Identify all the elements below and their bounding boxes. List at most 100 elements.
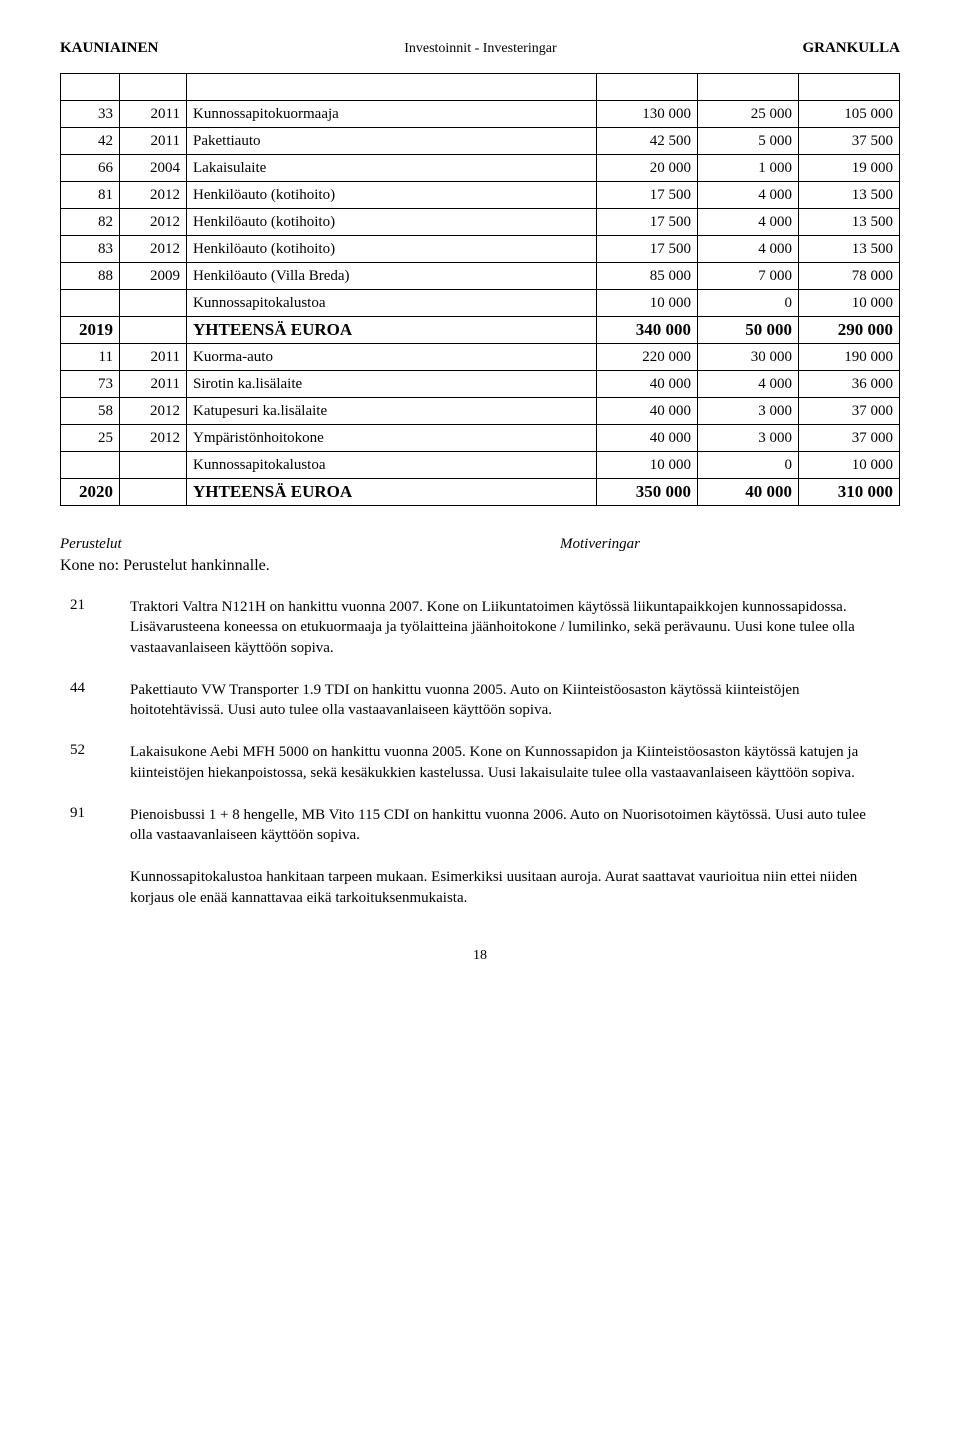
cell-amount1: 10 000 [597,452,698,479]
cell-amount2: 25 000 [698,101,799,128]
cell-code: 33 [61,101,120,128]
cell-amount1: 340 000 [597,317,698,344]
justification-number: 21 [60,597,130,658]
cell-amount2: 4 000 [698,182,799,209]
justification-item: 52Lakaisukone Aebi MFH 5000 on hankittu … [60,742,900,783]
cell-year: 2012 [120,236,187,263]
cell-year: 2011 [120,128,187,155]
table-row [61,74,900,101]
heading-motiveringar: Motiveringar [560,536,900,553]
table-row: 832012Henkilöauto (kotihoito)17 5004 000… [61,236,900,263]
table-row: Kunnossapitokalustoa10 000010 000 [61,290,900,317]
justification-text: Pienoisbussi 1 + 8 hengelle, MB Vito 115… [130,805,900,846]
kone-title: Kone no: Perustelut hankinnalle. [60,557,900,575]
table-row: 2019 YHTEENSÄ EUROA340 00050 000290 000 [61,317,900,344]
header-center: Investoinnit - Investeringar [404,41,556,57]
cell-amount2: 4 000 [698,236,799,263]
cell-amount2: 7 000 [698,263,799,290]
cell-year: 2012 [120,398,187,425]
cell-year: 2004 [120,155,187,182]
cell-year: 2011 [120,344,187,371]
empty-cell [61,74,120,101]
cell-year: 2011 [120,101,187,128]
table-row: 822012Henkilöauto (kotihoito)17 5004 000… [61,209,900,236]
cell-amount3: 13 500 [799,182,900,209]
cell-amount1: 17 500 [597,236,698,263]
cell-amount2: 0 [698,290,799,317]
justification-number: 91 [60,805,130,846]
cell-name: Henkilöauto (kotihoito) [187,209,597,236]
empty-cell [120,74,187,101]
cell-code: 66 [61,155,120,182]
justification-number [60,867,130,908]
cell-code: 82 [61,209,120,236]
cell-name: Henkilöauto (kotihoito) [187,236,597,263]
cell-amount2: 3 000 [698,398,799,425]
cell-year [120,479,187,506]
cell-amount1: 130 000 [597,101,698,128]
cell-amount1: 85 000 [597,263,698,290]
cell-amount2: 50 000 [698,317,799,344]
cell-code: 11 [61,344,120,371]
cell-amount3: 105 000 [799,101,900,128]
cell-year [120,452,187,479]
cell-amount2: 1 000 [698,155,799,182]
investment-table: 332011Kunnossapitokuormaaja130 00025 000… [60,73,900,506]
empty-cell [799,74,900,101]
cell-amount1: 40 000 [597,425,698,452]
cell-year: 2012 [120,425,187,452]
cell-amount2: 5 000 [698,128,799,155]
cell-amount1: 17 500 [597,182,698,209]
table-row: 2020YHTEENSÄ EUROA350 00040 000310 000 [61,479,900,506]
cell-amount3: 19 000 [799,155,900,182]
cell-name: Katupesuri ka.lisälaite [187,398,597,425]
justification-item: 44Pakettiauto VW Transporter 1.9 TDI on … [60,680,900,721]
cell-amount3: 310 000 [799,479,900,506]
cell-amount3: 37 000 [799,425,900,452]
cell-name: Henkilöauto (Villa Breda) [187,263,597,290]
cell-name: Kuorma-auto [187,344,597,371]
cell-amount1: 220 000 [597,344,698,371]
cell-amount3: 10 000 [799,290,900,317]
cell-code: 81 [61,182,120,209]
table-row: 252012Ympäristönhoitokone40 0003 00037 0… [61,425,900,452]
justifications-heading: Perustelut Motiveringar [60,536,900,553]
cell-year [120,290,187,317]
table-row: 812012Henkilöauto (kotihoito)17 5004 000… [61,182,900,209]
cell-amount3: 37 000 [799,398,900,425]
cell-name: Kunnossapitokuormaaja [187,101,597,128]
header-right: GRANKULLA [802,40,900,57]
heading-perustelut: Perustelut [60,536,122,553]
cell-amount2: 0 [698,452,799,479]
cell-name: YHTEENSÄ EUROA [187,317,597,344]
cell-code: 42 [61,128,120,155]
table-row: 582012Katupesuri ka.lisälaite40 0003 000… [61,398,900,425]
cell-amount3: 37 500 [799,128,900,155]
cell-name: Henkilöauto (kotihoito) [187,182,597,209]
cell-code: 58 [61,398,120,425]
cell-amount2: 3 000 [698,425,799,452]
justification-text: Pakettiauto VW Transporter 1.9 TDI on ha… [130,680,900,721]
cell-name: Kunnossapitokalustoa [187,452,597,479]
cell-amount3: 13 500 [799,236,900,263]
table-row: 422011Pakettiauto42 5005 00037 500 [61,128,900,155]
cell-amount3: 13 500 [799,209,900,236]
justifications-section: Perustelut Motiveringar Kone no: Peruste… [60,536,900,908]
empty-cell [597,74,698,101]
cell-amount2: 4 000 [698,209,799,236]
cell-code: 25 [61,425,120,452]
justification-item: Kunnossapitokalustoa hankitaan tarpeen m… [60,867,900,908]
cell-year: 2011 [120,371,187,398]
justification-item: 91Pienoisbussi 1 + 8 hengelle, MB Vito 1… [60,805,900,846]
cell-amount3: 36 000 [799,371,900,398]
table-row: Kunnossapitokalustoa10 000010 000 [61,452,900,479]
cell-amount1: 350 000 [597,479,698,506]
cell-amount1: 20 000 [597,155,698,182]
justification-text: Traktori Valtra N121H on hankittu vuonna… [130,597,900,658]
cell-code: 2019 [61,317,120,344]
cell-amount3: 290 000 [799,317,900,344]
table-row: 662004Lakaisulaite20 0001 00019 000 [61,155,900,182]
cell-amount3: 78 000 [799,263,900,290]
cell-name: Pakettiauto [187,128,597,155]
table-row: 882009Henkilöauto (Villa Breda)85 0007 0… [61,263,900,290]
